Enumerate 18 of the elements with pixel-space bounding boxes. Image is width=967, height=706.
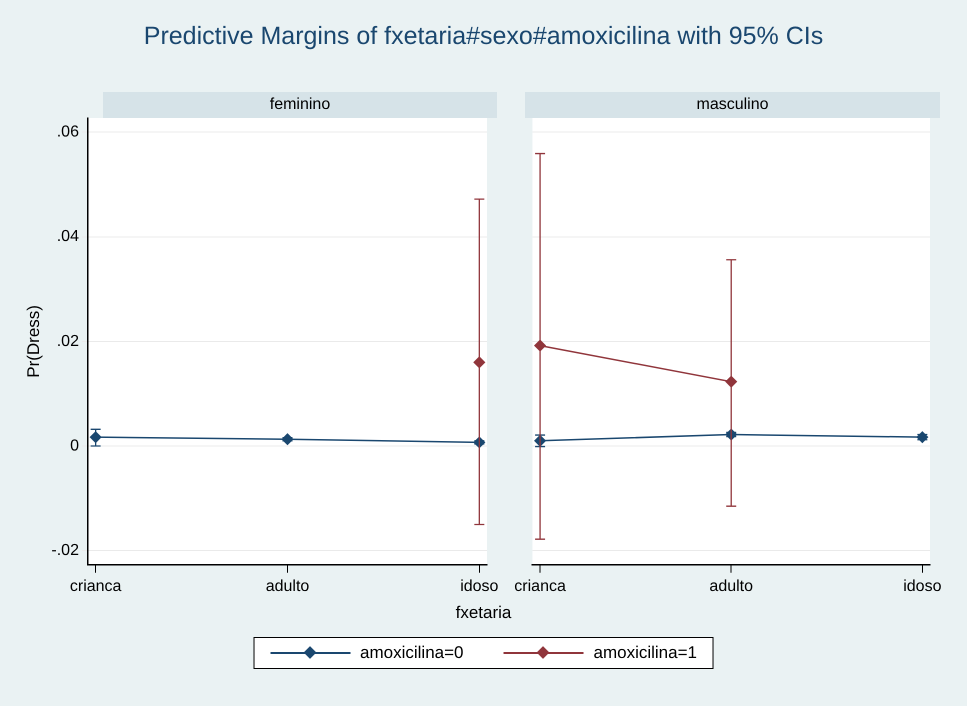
y-tick-label: -.02 [51, 542, 80, 560]
x-tick-label: idoso [460, 578, 499, 595]
y-tick-label: 0 [70, 437, 80, 454]
chart-subtitle: feminino [103, 92, 497, 118]
x-tick-label: adulto [266, 578, 310, 595]
y-tick-label: .06 [56, 124, 80, 141]
y-tick-label: .02 [56, 332, 80, 350]
x-axis-title: fxetaria [454, 603, 512, 623]
x-tick-label: idoso [903, 578, 942, 595]
chart-title: Predictive Margins of fxetaria#sexo#amoxicilina with 95% CIs [142, 22, 824, 51]
x-tick-label: crianca [514, 578, 566, 595]
x-tick-label: adulto [709, 578, 754, 595]
y-tick-label: .04 [56, 228, 80, 246]
y-axis-title: Pr(Dress) [24, 305, 43, 378]
legend-label: amoxicilina=0 [360, 643, 464, 663]
legend-label: amoxicilina=1 [594, 643, 697, 663]
chart-subtitle: masculino [525, 92, 940, 118]
x-tick-label: crianca [70, 578, 122, 595]
